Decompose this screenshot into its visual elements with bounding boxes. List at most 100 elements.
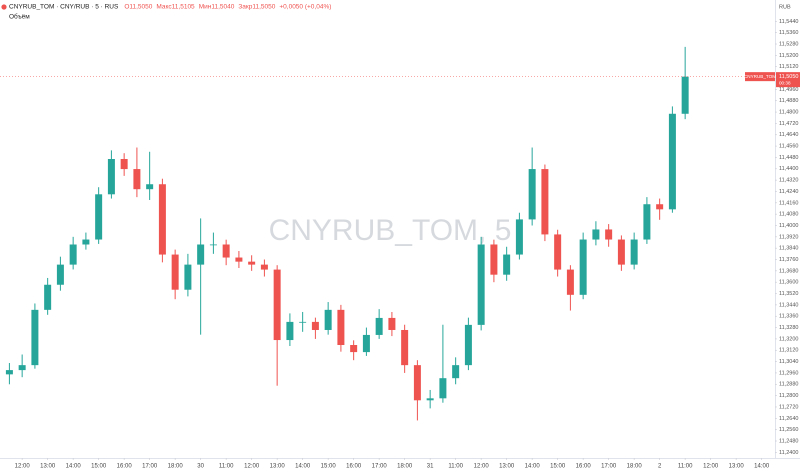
x-tick-label: 15:00 — [321, 464, 337, 470]
candle-body — [56, 264, 64, 285]
x-tick-label: 12:00 — [474, 464, 490, 470]
candle-body — [439, 378, 447, 399]
price-tag-box — [776, 72, 800, 88]
y-tick-label: 11,3920 — [779, 234, 798, 240]
x-tick-label: 18:00 — [627, 464, 643, 470]
x-tick-label: 12:00 — [244, 464, 260, 470]
candle-body — [158, 184, 166, 255]
candle-body — [222, 244, 230, 258]
candle-body — [515, 219, 523, 255]
candle-body — [464, 324, 472, 366]
candle-body — [401, 329, 409, 366]
candle-body — [375, 317, 383, 335]
ohlc-legend-item: +0,0050 (+0,04%) — [279, 4, 331, 11]
candle-body — [95, 194, 103, 240]
y-tick-label: 11,4160 — [779, 200, 798, 206]
x-tick-label: 15:00 — [91, 464, 107, 470]
y-tick-label: 11,3280 — [779, 325, 798, 331]
candle-body — [388, 317, 396, 330]
candle-body — [643, 204, 651, 240]
y-tick-label: 11,3680 — [779, 268, 798, 274]
x-tick-label: 16:00 — [346, 464, 362, 470]
y-tick-label: 11,4720 — [779, 121, 798, 127]
volume-label: Объём — [9, 13, 30, 21]
candle-body — [5, 370, 13, 375]
y-tick-label: 11,2560 — [779, 427, 798, 433]
candle-body — [413, 365, 421, 401]
y-tick-label: 11,2640 — [779, 416, 798, 422]
y-tick-label: 11,2880 — [779, 382, 798, 388]
chart-title: CNYRUB_TOM · CNY/RUB · 5 · RUS — [9, 4, 119, 11]
y-tick-label: 11,4560 — [779, 144, 798, 150]
symbol-icon — [1, 4, 7, 10]
y-tick-label: 11,3360 — [779, 314, 798, 320]
y-tick-label: 11,2480 — [779, 438, 798, 444]
price-axis-unit: RUB — [779, 4, 791, 10]
candle-body — [350, 345, 358, 353]
candle-body — [146, 184, 154, 190]
y-tick-label: 11,5200 — [779, 53, 798, 59]
candle-body — [681, 76, 689, 114]
x-tick-label: 16:00 — [117, 464, 133, 470]
candle-body — [120, 159, 128, 170]
candle-body — [362, 334, 370, 353]
x-tick-label: 18:00 — [168, 464, 184, 470]
candle-body — [286, 321, 294, 341]
x-tick-label: 11:00 — [219, 464, 234, 470]
x-tick-label: 31 — [427, 464, 434, 470]
candle-body — [579, 239, 587, 295]
symbol-tag: CNYRUB_TOM — [744, 74, 776, 79]
x-tick-label: 30 — [197, 464, 204, 470]
candle-body — [452, 365, 460, 379]
candle-body — [668, 113, 676, 210]
candle-body — [311, 321, 319, 330]
header: CNYRUB_TOM · CNY/RUB · 5 · RUS Объём О11… — [1, 4, 331, 21]
y-tick-label: 11,3040 — [779, 359, 798, 365]
y-tick-label: 11,3600 — [779, 280, 798, 286]
candle-body — [209, 244, 217, 246]
x-tick-label: 17:00 — [601, 464, 617, 470]
y-tick-label: 11,4880 — [779, 98, 798, 104]
candle-body — [503, 254, 511, 275]
x-tick-label: 14:00 — [754, 464, 770, 470]
y-tick-label: 11,3200 — [779, 336, 798, 342]
y-tick-label: 11,5120 — [779, 64, 798, 70]
y-tick-label: 11,4000 — [779, 223, 798, 229]
candle-body — [566, 269, 574, 295]
x-tick-label: 14:00 — [525, 464, 541, 470]
x-tick-label: 17:00 — [372, 464, 388, 470]
candle-body — [617, 239, 625, 265]
y-tick-label: 11,4800 — [779, 110, 798, 116]
x-tick-label: 14:00 — [295, 464, 311, 470]
symbol-tag-box — [745, 72, 775, 82]
y-tick-label: 11,2720 — [779, 404, 798, 410]
candle-body — [18, 365, 26, 371]
y-tick-label: 11,5360 — [779, 30, 798, 36]
candle-body — [477, 244, 485, 325]
candle-body — [337, 309, 345, 346]
x-tick-label: 12:00 — [15, 464, 31, 470]
x-tick-label: 13:00 — [729, 464, 745, 470]
candle-body — [133, 169, 141, 190]
y-tick-label: 11,5280 — [779, 41, 798, 47]
x-tick-label: 18:00 — [397, 464, 413, 470]
candle-body — [260, 264, 268, 270]
x-tick-label: 15:00 — [550, 464, 566, 470]
candle-body — [273, 269, 281, 341]
candle-body — [248, 261, 256, 265]
x-tick-label: 13:00 — [40, 464, 56, 470]
candle-body — [656, 204, 664, 210]
ohlc-legend-item: Макс11,5105 — [156, 4, 195, 11]
candle-body — [82, 239, 90, 245]
y-tick-label: 11,3120 — [779, 348, 798, 354]
price-tag-countdown: 00:38 — [779, 80, 791, 85]
y-tick-label: 11,4480 — [779, 155, 798, 161]
candle-body — [44, 284, 52, 310]
candle-body — [592, 229, 600, 240]
y-tick-label: 11,3440 — [779, 302, 798, 308]
x-tick-label: 13:00 — [499, 464, 515, 470]
axes: 11,2400 11,2480 11,2560 11,2640 11,2720 11,28… — [15, 19, 799, 470]
y-tick-label: 11,3520 — [779, 291, 798, 297]
